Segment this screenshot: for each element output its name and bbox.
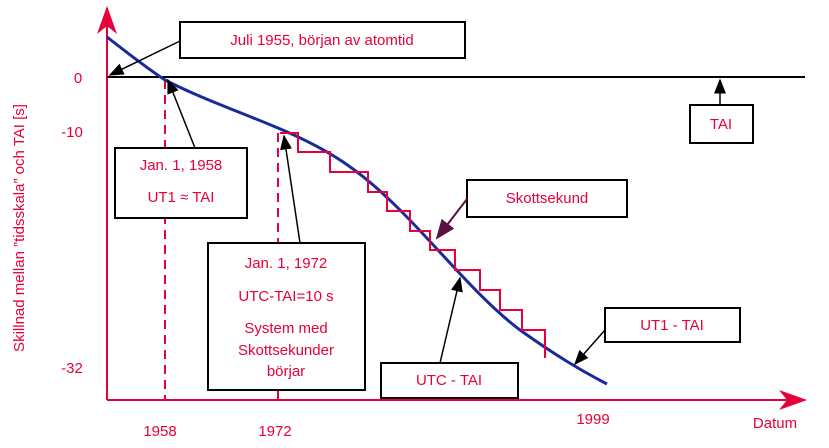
box bbox=[689, 104, 754, 144]
annotation: UT1 - TAI bbox=[640, 317, 704, 334]
annotation: Jan. 1, 1958 bbox=[140, 157, 223, 174]
utc-tai-steps bbox=[280, 132, 546, 358]
y-axis-label: Skillnad mellan ”tidsskala” och TAI [s] bbox=[11, 104, 28, 352]
annotation: System med bbox=[244, 320, 327, 337]
arrow bbox=[167, 78, 196, 149]
annotation: Jan. 1, 1972 bbox=[245, 255, 328, 272]
annotation: UTC-TAI=10 s bbox=[238, 288, 333, 305]
box bbox=[114, 147, 248, 219]
arrow bbox=[574, 329, 606, 366]
box bbox=[604, 307, 741, 343]
arrow bbox=[280, 134, 301, 244]
annotation: UTC - TAI bbox=[416, 372, 482, 389]
box bbox=[207, 242, 366, 391]
y-tick-label: -32 bbox=[61, 360, 83, 377]
arrow bbox=[435, 198, 468, 240]
y-tick-label: 0 bbox=[74, 70, 82, 87]
arrow bbox=[108, 40, 181, 76]
box bbox=[466, 179, 628, 218]
annotation: TAI bbox=[710, 116, 732, 133]
y-tick-label: -10 bbox=[61, 124, 83, 141]
annotation: Juli 1955, början av atomtid bbox=[230, 32, 413, 49]
annotation: Skottsekund bbox=[506, 190, 589, 207]
annotation: Skottsekunder bbox=[238, 342, 334, 359]
annotation: UT1 ≈ TAI bbox=[148, 189, 215, 206]
box bbox=[380, 362, 519, 399]
ut1-tai-curve bbox=[106, 35, 608, 386]
x-tick-label: 1958 bbox=[143, 423, 176, 440]
annotation: börjar bbox=[267, 363, 305, 380]
x-tick-label: 1972 bbox=[258, 423, 291, 440]
x-axis-label: Datum bbox=[753, 415, 797, 432]
box bbox=[179, 21, 466, 59]
x-tick-label: 1999 bbox=[576, 411, 609, 428]
arrow bbox=[439, 276, 463, 364]
